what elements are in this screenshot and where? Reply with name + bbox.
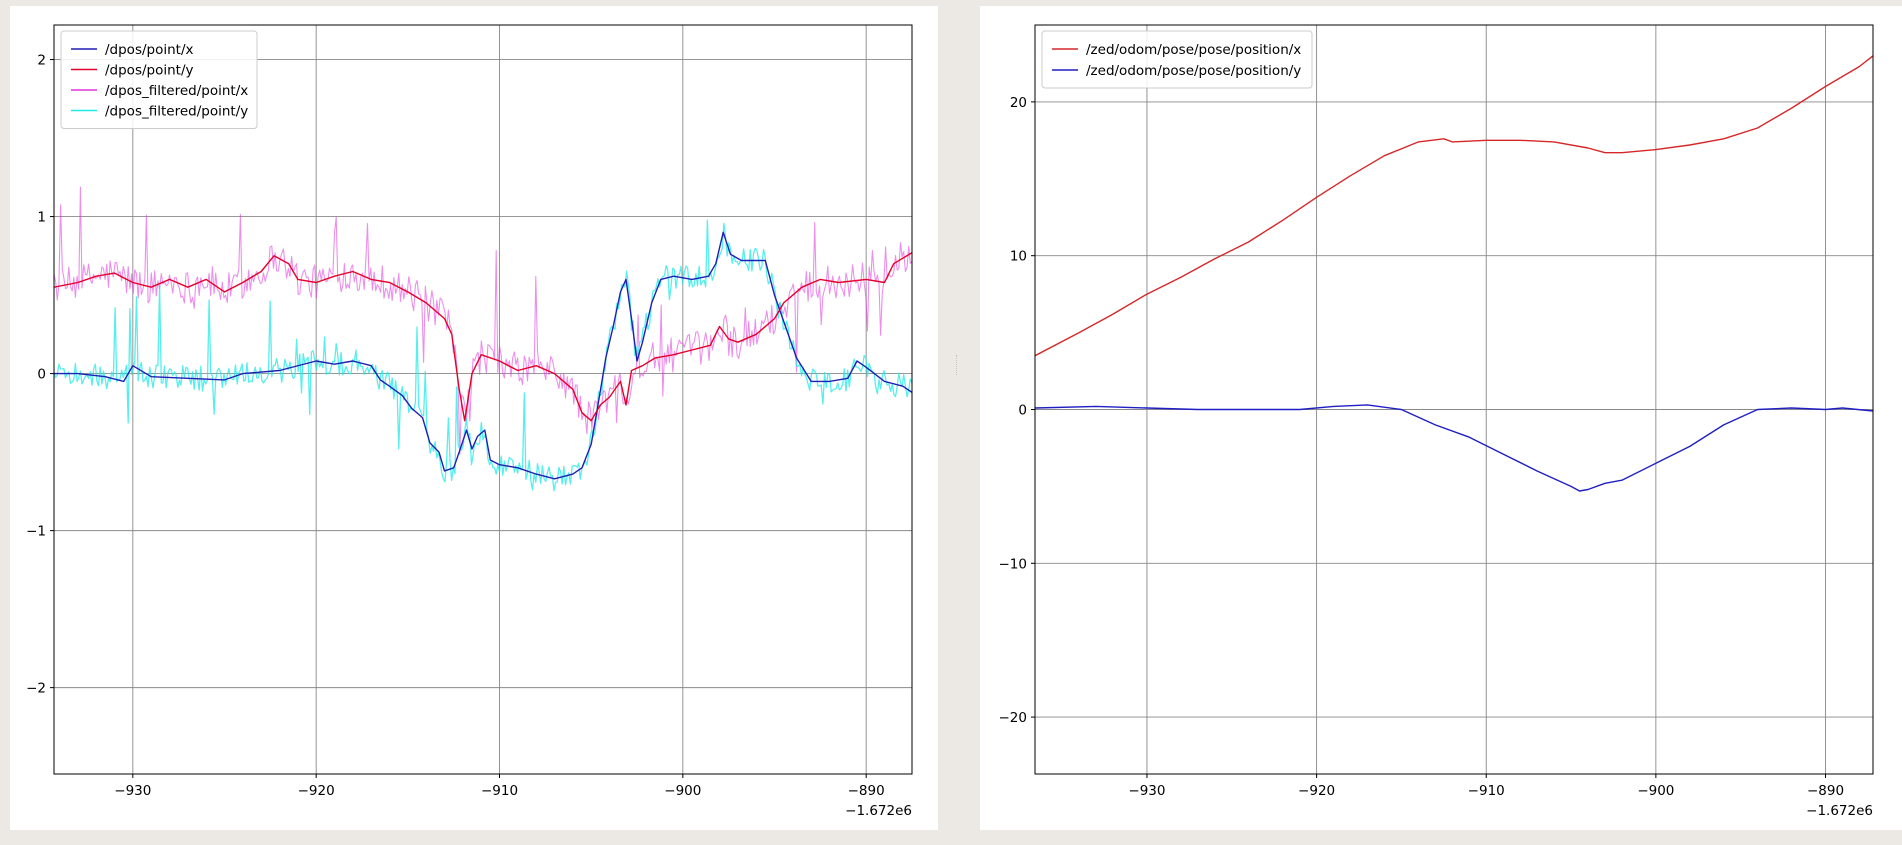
y-tick-label: −2 [26,681,46,697]
left-chart: −930 −920 −910 −900 −890 2 1 0 −1 −2 −1.672e6/dpos… [26,24,913,819]
series-line-0 [1035,55,1873,357]
y-tick-label: −10 [999,556,1028,572]
x-tick-label: −910 [481,783,518,799]
panel-splitter-handle[interactable] [956,355,961,375]
series-line-1 [54,252,912,422]
x-tick-label: −920 [1298,783,1335,799]
legend-box [60,30,258,129]
legend-label: /zed/odom/pose/pose/position/x [1086,42,1301,58]
legend: /zed/odom/pose/pose/position/x/zed/odom/… [1041,30,1313,89]
legend-label: /dpos_filtered/point/y [105,104,248,120]
series-line-0 [54,231,912,480]
series-line-1 [1035,404,1873,492]
x-tick-label: −930 [1128,783,1165,799]
legend: /dpos/point/x/dpos/point/y/dpos_filtered… [60,30,258,129]
grid [54,25,912,774]
series-line-3 [54,219,912,492]
legend-label: /zed/odom/pose/pose/position/y [1086,63,1301,79]
y-tick-label: 10 [1010,249,1027,265]
y-tick-label: −20 [999,710,1028,726]
y-tick-label: 0 [1018,402,1027,418]
legend-label: /dpos/point/y [105,63,194,79]
grid [1035,25,1873,774]
axes-frame [1034,24,1874,775]
y-tick-label: 20 [1010,95,1027,111]
x-offset-label: −1.672e6 [1806,803,1873,819]
x-tick-label: −890 [848,783,885,799]
legend-box [1041,30,1313,89]
right-chart: −930 −920 −910 −900 −890 20 10 0 −10 −20 −1.672e6 /… [999,24,1874,819]
x-tick-label: −900 [664,783,701,799]
x-tick-label: −910 [1468,783,1505,799]
axes-frame [53,24,913,775]
x-tick-label: −900 [1637,783,1674,799]
y-tick-label: 1 [37,210,46,226]
y-tick-label: −1 [26,524,46,540]
x-tick-label: −920 [298,783,335,799]
left-plot-panel: −930 −920 −910 −900 −890 2 1 0 −1 −2 −1.672e6/dpos… [10,6,938,830]
legend-label: /dpos_filtered/point/x [105,83,248,99]
y-tick-label: 0 [37,367,46,383]
y-tick-label: 2 [37,53,46,69]
right-plot-panel: −930 −920 −910 −900 −890 20 10 0 −10 −20 −1.672e6 /… [980,6,1902,830]
series-line-2 [54,186,912,455]
x-tick-label: −930 [114,783,151,799]
legend-label: /dpos/point/x [105,42,194,58]
x-offset-label: −1.672e6 [845,803,912,819]
x-tick-label: −890 [1807,783,1844,799]
